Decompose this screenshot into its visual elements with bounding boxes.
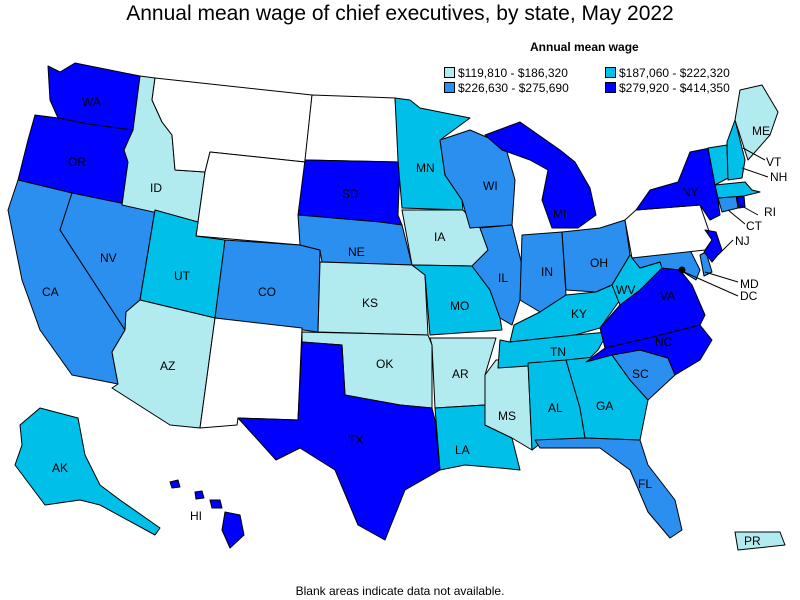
dc-marker xyxy=(678,266,686,274)
state-ma[interactable] xyxy=(714,181,761,199)
label-va: VA xyxy=(660,289,675,303)
label-ct: CT xyxy=(746,219,763,233)
label-ms: MS xyxy=(498,409,516,423)
legend-label: $187,060 - $222,320 xyxy=(619,66,730,80)
label-sd: SD xyxy=(342,187,359,201)
state-wy[interactable] xyxy=(195,151,306,246)
state-il[interactable] xyxy=(471,224,523,326)
label-il: IL xyxy=(498,271,508,285)
label-pr: PR xyxy=(744,534,761,548)
label-wv: WV xyxy=(616,283,635,297)
label-me: ME xyxy=(752,124,770,138)
label-ca: CA xyxy=(42,285,59,299)
label-ky: KY xyxy=(571,307,587,321)
state-pr[interactable] xyxy=(734,531,786,551)
state-ks[interactable] xyxy=(317,261,429,336)
label-nj: NJ xyxy=(735,234,750,248)
label-hi: HI xyxy=(190,509,202,523)
legend-item-2: $187,060 - $222,320 xyxy=(605,66,730,80)
legend-swatch xyxy=(444,82,455,93)
state-tx[interactable] xyxy=(237,341,441,541)
label-co: CO xyxy=(258,285,276,299)
label-az: AZ xyxy=(160,359,175,373)
state-me[interactable] xyxy=(734,84,779,161)
legend-label: $226,630 - $275,690 xyxy=(458,81,569,95)
label-ne: NE xyxy=(348,245,365,259)
label-tn: TN xyxy=(550,345,566,359)
label-mi: MI xyxy=(553,207,566,221)
state-hi[interactable] xyxy=(169,479,245,549)
label-sc: SC xyxy=(632,367,649,381)
label-ok: OK xyxy=(376,357,393,371)
label-fl: FL xyxy=(638,477,652,491)
label-in: IN xyxy=(541,265,553,279)
state-de[interactable] xyxy=(699,251,713,277)
map-title: Annual mean wage of chief executives, by… xyxy=(126,2,674,25)
label-ga: GA xyxy=(596,399,613,413)
footnote: Blank areas indicate data not available. xyxy=(295,584,505,598)
legend-label: $279,920 - $414,350 xyxy=(619,81,730,95)
state-fl[interactable] xyxy=(534,437,683,539)
ri-leader-line xyxy=(739,204,759,216)
label-nc: NC xyxy=(655,335,673,349)
label-ia: IA xyxy=(434,230,445,244)
label-mn: MN xyxy=(416,161,435,175)
state-pa[interactable] xyxy=(624,204,713,259)
label-la: LA xyxy=(455,443,470,457)
ct-leader-line xyxy=(727,209,746,225)
label-ak: AK xyxy=(52,461,68,475)
label-mo: MO xyxy=(450,299,469,313)
state-nm[interactable] xyxy=(199,317,303,429)
state-mi[interactable] xyxy=(484,121,597,229)
legend-item-4: $279,920 - $414,350 xyxy=(605,81,730,95)
label-wa: WA xyxy=(82,95,101,109)
nj-leader-line xyxy=(717,239,734,256)
legend-title: Annual mean wage xyxy=(530,40,639,54)
state-nj[interactable] xyxy=(703,229,723,263)
label-al: AL xyxy=(548,401,563,415)
label-vt: VT xyxy=(766,155,782,169)
state-ri[interactable] xyxy=(736,195,746,209)
legend-item-1: $119,810 - $186,320 xyxy=(444,66,568,80)
label-ks: KS xyxy=(362,296,378,310)
vt-leader-line xyxy=(742,147,766,161)
dc-leader-line xyxy=(683,271,739,297)
label-nv: NV xyxy=(100,251,117,265)
label-ut: UT xyxy=(174,269,191,283)
label-id: ID xyxy=(150,181,162,195)
label-nh: NH xyxy=(770,170,787,184)
label-md: MD xyxy=(740,277,759,291)
state-ak[interactable] xyxy=(14,407,161,536)
nh-leader-line xyxy=(741,167,769,178)
label-dc: DC xyxy=(740,289,758,303)
legend-item-3: $226,630 - $275,690 xyxy=(444,81,569,95)
legend-swatch xyxy=(444,67,455,78)
label-wi: WI xyxy=(483,179,498,193)
state-nd[interactable] xyxy=(304,94,401,163)
legend-label: $119,810 - $186,320 xyxy=(458,66,568,80)
label-ny: NY xyxy=(682,185,699,199)
label-tx: TX xyxy=(348,433,363,447)
label-oh: OH xyxy=(590,256,608,270)
legend-swatch xyxy=(605,82,616,93)
label-ri: RI xyxy=(764,205,776,219)
label-or: OR xyxy=(68,155,86,169)
legend-swatch xyxy=(605,67,616,78)
label-ar: AR xyxy=(452,367,469,381)
md-leader-line xyxy=(704,271,739,283)
